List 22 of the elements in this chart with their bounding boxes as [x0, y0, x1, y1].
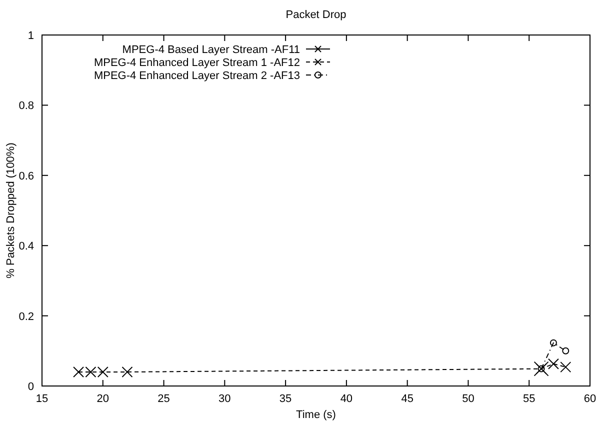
- x-axis-title: Time (s): [296, 409, 336, 421]
- y-tick-label: 1: [28, 30, 34, 42]
- legend-label: MPEG-4 Based Layer Stream -AF11: [122, 44, 300, 56]
- x-tick-label: 55: [522, 393, 536, 405]
- y-tick-label: 0.6: [18, 170, 34, 182]
- x-tick-label: 50: [462, 393, 474, 405]
- x-tick-label: 40: [340, 393, 353, 405]
- y-tick-label: 0.2: [18, 310, 34, 323]
- x-tick-label: 45: [401, 393, 414, 405]
- y-tick-label: 0.4: [18, 240, 34, 253]
- legend-label: MPEG-4 Enhanced Layer Stream 2 -AF13: [94, 70, 300, 82]
- x-tick-label: 15: [36, 393, 48, 405]
- y-tick-label: 0: [28, 381, 34, 393]
- y-tick-label: 0.8: [18, 100, 34, 112]
- chart-title: Packet Drop: [286, 9, 346, 21]
- x-tick-label: 20: [96, 393, 110, 405]
- x-tick-label: 25: [158, 393, 170, 405]
- y-axis-title: % Packets Dropped (100%): [5, 142, 17, 278]
- x-tick-label: 30: [218, 393, 231, 405]
- legend-label: MPEG-4 Enhanced Layer Stream 1 -AF12: [94, 57, 300, 69]
- x-tick-label: 60: [584, 393, 596, 405]
- x-tick-label: 35: [279, 393, 292, 405]
